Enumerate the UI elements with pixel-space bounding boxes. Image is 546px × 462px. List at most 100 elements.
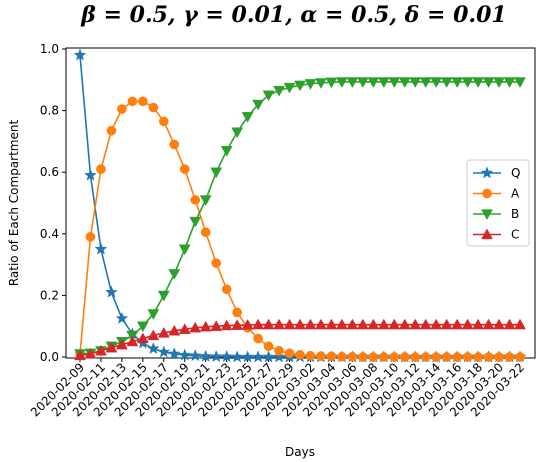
y-tick-label: 0.6 — [40, 165, 59, 179]
data-point-C — [346, 318, 359, 330]
data-point-C — [189, 321, 202, 333]
data-point-A — [462, 352, 473, 362]
data-point-A — [127, 96, 138, 107]
data-point-Q — [94, 242, 108, 255]
data-point-B — [346, 77, 359, 88]
data-point-B — [472, 77, 485, 88]
y-tick-label: 0.4 — [40, 227, 59, 241]
data-point-B — [356, 77, 369, 88]
data-point-C — [178, 323, 191, 334]
data-point-A — [368, 352, 379, 362]
legend-marker — [481, 228, 493, 240]
data-point-C — [335, 318, 348, 330]
data-point-C — [95, 344, 107, 356]
data-point-C — [451, 318, 464, 330]
data-point-Q — [209, 349, 223, 363]
x-axis-label: Days — [285, 445, 315, 459]
data-point-A — [106, 125, 117, 136]
data-point-B — [461, 77, 474, 88]
data-point-C — [147, 329, 160, 341]
data-point-A — [169, 139, 180, 150]
data-point-A — [358, 352, 368, 362]
legend-label: Q — [511, 166, 520, 180]
data-point-A — [504, 352, 515, 362]
data-point-B — [493, 77, 505, 88]
data-point-B — [419, 77, 432, 88]
data-point-B — [315, 78, 327, 89]
data-point-C — [325, 318, 338, 330]
data-point-B — [377, 77, 390, 88]
data-point-A — [96, 164, 106, 174]
data-point-A — [200, 227, 211, 238]
data-point-C — [398, 318, 411, 330]
data-point-A — [305, 350, 316, 361]
series-B — [74, 77, 526, 360]
data-point-B — [241, 112, 254, 123]
data-point-A — [295, 349, 305, 360]
data-point-B — [503, 77, 516, 88]
data-point-A — [410, 352, 421, 362]
data-point-A — [483, 352, 494, 362]
y-tick-label: 0.8 — [40, 104, 59, 118]
data-point-Q — [199, 349, 213, 362]
data-point-B — [388, 77, 401, 88]
series-line-B — [79, 81, 520, 355]
data-point-C — [461, 318, 474, 330]
data-point-Q — [230, 350, 244, 363]
data-point-B — [220, 145, 233, 157]
data-point-C — [199, 320, 212, 332]
data-point-Q — [188, 349, 202, 362]
data-point-C — [472, 318, 485, 330]
data-point-C — [210, 320, 223, 331]
data-point-A — [148, 102, 159, 113]
data-point-Q — [73, 48, 87, 61]
data-point-A — [378, 352, 389, 362]
data-point-C — [115, 338, 128, 350]
data-point-B — [304, 79, 317, 90]
data-point-C — [231, 319, 244, 330]
y-tick-label: 1.0 — [40, 42, 59, 56]
data-point-B — [189, 216, 202, 228]
data-point-B — [335, 77, 348, 88]
data-point-Q — [272, 350, 286, 363]
data-point-A — [452, 352, 462, 362]
data-point-C — [503, 318, 516, 330]
data-point-C — [315, 318, 327, 330]
data-point-C — [377, 318, 390, 330]
data-point-B — [147, 309, 160, 320]
data-point-Q — [146, 341, 160, 355]
data-point-A — [232, 307, 242, 318]
data-point-B — [178, 244, 191, 256]
legend-marker — [480, 166, 494, 179]
data-point-A — [389, 352, 400, 362]
data-point-B — [430, 77, 443, 88]
plot-area — [65, 47, 536, 359]
data-point-B — [199, 195, 212, 206]
data-point-B — [451, 77, 464, 88]
data-point-A — [337, 351, 347, 362]
data-point-A — [117, 104, 127, 114]
legend-label: B — [511, 207, 519, 221]
data-point-A — [473, 352, 483, 362]
data-point-A — [326, 351, 337, 362]
data-point-C — [136, 332, 149, 344]
chart-title: β = 0.5, γ = 0.01, α = 0.5, δ = 0.01 — [80, 2, 506, 28]
y-tick-label: 0.2 — [40, 288, 59, 302]
data-point-B — [440, 77, 453, 88]
data-point-A — [431, 352, 442, 362]
data-point-B — [409, 77, 422, 88]
data-point-C — [168, 324, 181, 336]
data-point-B — [231, 127, 244, 139]
data-point-A — [211, 258, 222, 268]
data-point-C — [440, 318, 453, 330]
data-point-Q — [115, 311, 129, 324]
data-point-A — [515, 352, 525, 362]
data-point-C — [294, 318, 306, 330]
data-point-A — [316, 351, 326, 361]
data-point-C — [419, 318, 432, 330]
data-point-C — [388, 318, 401, 330]
data-point-Q — [157, 345, 171, 358]
data-point-C — [105, 341, 118, 353]
data-point-B — [283, 82, 296, 94]
